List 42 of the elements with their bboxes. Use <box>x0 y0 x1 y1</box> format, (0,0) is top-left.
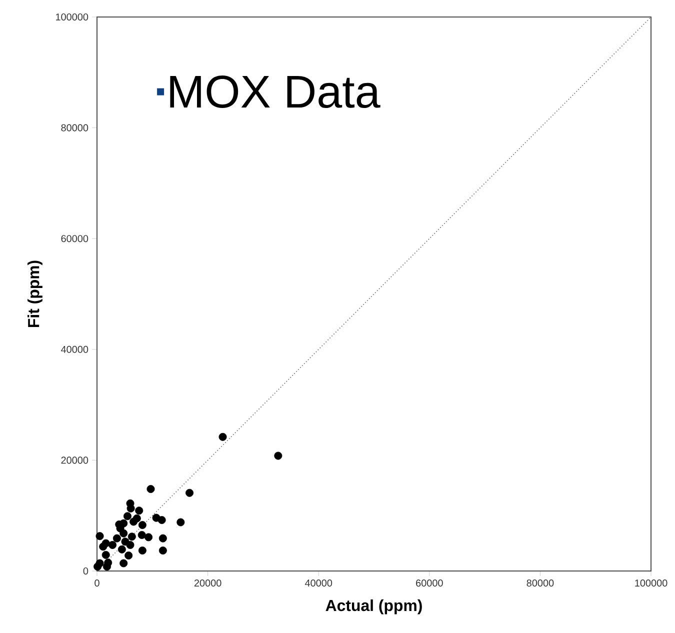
point <box>130 518 138 526</box>
point <box>138 546 146 554</box>
point <box>274 452 282 460</box>
point <box>123 512 132 520</box>
point <box>108 540 117 549</box>
point <box>135 506 144 515</box>
point <box>102 550 110 559</box>
point <box>96 532 104 540</box>
point <box>112 534 121 542</box>
point <box>158 516 166 524</box>
y-axis-title: Fit (ppm) <box>28 260 42 328</box>
y-tick-label: 40000 <box>61 346 88 353</box>
point <box>102 562 111 571</box>
x-tick-label: 20000 <box>194 580 222 587</box>
point <box>138 521 146 530</box>
y-tick-label: 100000 <box>56 13 88 21</box>
point <box>120 559 128 568</box>
point <box>94 562 102 571</box>
point <box>118 545 126 554</box>
point <box>124 551 133 560</box>
point <box>146 485 155 494</box>
x-tick-label: 40000 <box>304 580 332 587</box>
point <box>99 542 108 551</box>
x-axis-title: Actual (ppm) <box>326 599 422 614</box>
point <box>128 532 136 541</box>
x-tick-label: 80000 <box>526 580 554 587</box>
point <box>186 488 194 497</box>
y-tick-label: 20000 <box>61 456 88 464</box>
point <box>144 533 153 542</box>
point <box>218 432 227 441</box>
x-tick-label: 100000 <box>635 580 668 587</box>
annotation: MOX Data <box>170 76 380 108</box>
point <box>176 518 185 526</box>
x-tick-label: 0 <box>94 580 100 587</box>
point <box>126 540 134 549</box>
point <box>158 534 167 542</box>
point <box>138 530 146 539</box>
y-tick-label: 60000 <box>61 235 88 242</box>
x-tick-label: 60000 <box>416 580 443 587</box>
y-tick-label: 80000 <box>61 124 88 132</box>
y-tick-label: 0 <box>83 567 88 575</box>
point <box>158 546 167 554</box>
